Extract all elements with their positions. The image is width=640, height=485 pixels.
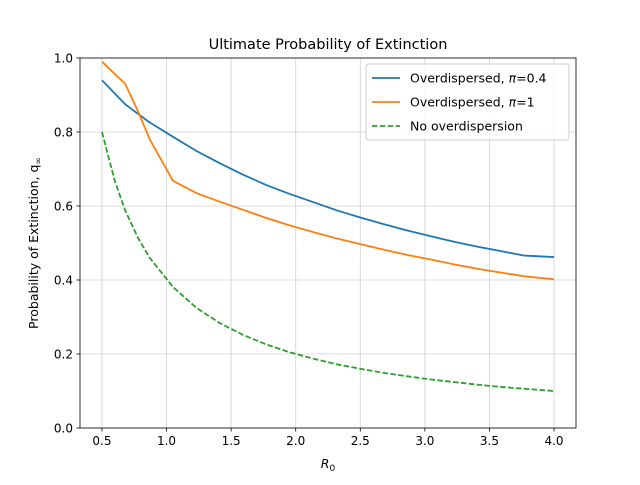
y-tick-label: 1.0 (54, 51, 73, 65)
x-tick-label: 3.0 (415, 434, 434, 448)
legend-label-pi-1-prefix: Overdispersed, (410, 95, 509, 110)
series-line-pi-0-4 (101, 79, 555, 258)
legend-label-pi-0-4-suffix: =0.4 (516, 71, 546, 86)
x-axis-label: R0 (321, 456, 336, 474)
plot-frame (79, 57, 577, 429)
x-tick-label: 2.5 (351, 434, 370, 448)
axis-ticks: 0.5 1.0 1.5 2.0 2.5 3.0 3.5 4.0 0.0 0.2 0.4 0.6 0.8 1… (54, 51, 564, 448)
chart-title: Ultimate Probability of Extinction (209, 37, 448, 53)
y-tick-label: 0.6 (54, 199, 73, 213)
legend-box (365, 63, 570, 141)
x-tick-label: 1.0 (157, 434, 176, 448)
y-tick-label: 0.4 (54, 273, 73, 287)
series-lines (101, 61, 555, 392)
legend-label-pi-0-4: Overdispersed, π=0.4 (410, 71, 547, 86)
y-axis-label-base: Probability of Extinction, q (26, 165, 41, 329)
x-axis-label-sub: 0 (329, 464, 335, 474)
y-tick-label: 0.0 (54, 421, 73, 435)
x-tick-label: 4.0 (544, 434, 563, 448)
legend-label-pi-1: Overdispersed, π=1 (410, 95, 535, 110)
series-line-pi-1 (101, 61, 555, 281)
legend-label-pi-0-4-symbol: π (509, 71, 517, 86)
x-axis-label-base: R (321, 456, 330, 471)
x-tick-label: 1.5 (222, 434, 241, 448)
y-tick-label: 0.2 (54, 347, 73, 361)
legend-label-pi-0-4-prefix: Overdispersed, (410, 71, 509, 86)
y-tick-label: 0.8 (54, 125, 73, 139)
legend-label-no-overdispersion: No overdispersion (410, 119, 523, 134)
x-tick-label: 3.5 (480, 434, 499, 448)
x-tick-label: 0.5 (92, 434, 111, 448)
y-axis-label-sub: ∞ (34, 157, 44, 165)
legend-label-no-overdispersion-prefix: No overdispersion (410, 119, 523, 134)
legend: Overdispersed, π=0.4 Overdispersed, π=1 … (365, 63, 570, 141)
y-axis-label: Probability of Extinction, q∞ (26, 157, 44, 329)
legend-label-pi-1-symbol: π (509, 95, 517, 110)
legend-label-pi-1-suffix: =1 (516, 95, 534, 110)
series-line-no-overdispersion (101, 131, 555, 392)
x-tick-label: 2.0 (286, 434, 305, 448)
